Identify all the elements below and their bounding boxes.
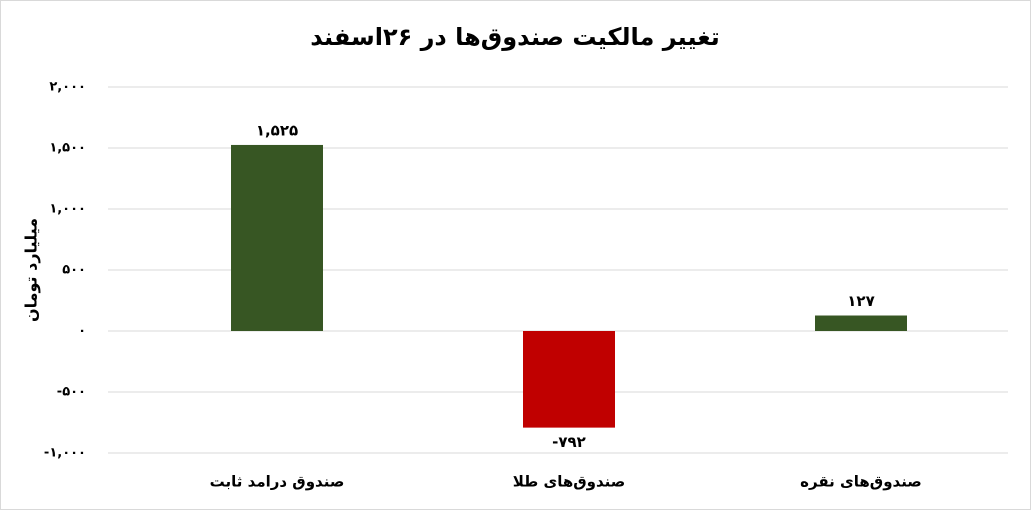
y-tick-label: ۱,۰۰۰: [49, 202, 86, 217]
bar: [815, 315, 907, 331]
x-tick-label: صندوق‌های نقره: [800, 473, 922, 491]
y-tick-label: -۵۰۰: [57, 385, 86, 400]
x-tick-label: صندوق درامد ثابت: [210, 473, 345, 491]
x-tick-label: صندوق‌های طلا: [513, 473, 626, 491]
y-tick-label: ۵۰۰: [62, 263, 86, 278]
value-label: -۷۹۲: [552, 433, 586, 451]
bar: [523, 331, 615, 428]
value-label: ۱,۵۲۵: [256, 121, 298, 139]
bar: [231, 144, 323, 331]
y-axis-label: میلیارد تومان: [22, 218, 41, 322]
y-tick-label: ۲,۰۰۰: [49, 80, 86, 95]
value-label: ۱۲۷: [847, 292, 874, 310]
y-tick-label: ۱,۵۰۰: [49, 141, 86, 156]
chart-title: تغییر مالکیت صندوق‌ها در ۲۶اسفند: [310, 23, 720, 51]
y-tick-label: ۰: [78, 324, 86, 339]
y-tick-label: -۱,۰۰۰: [44, 446, 86, 461]
